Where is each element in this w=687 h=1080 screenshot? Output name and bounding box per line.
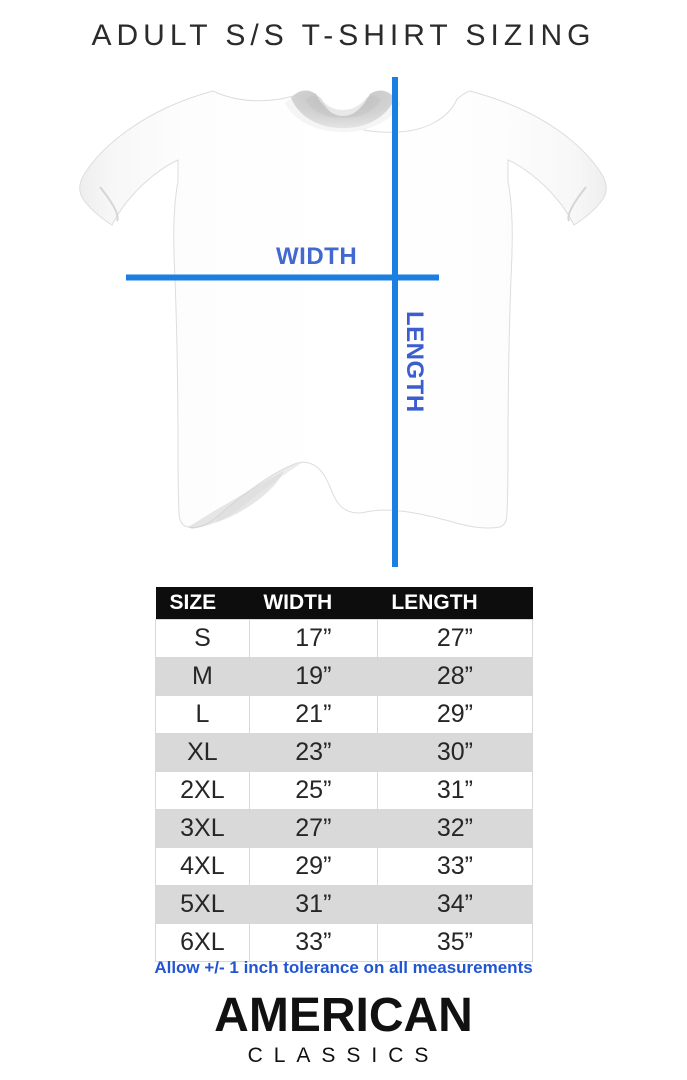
svg-text:LENGTH: LENGTH — [401, 311, 428, 413]
svg-text:WIDTH: WIDTH — [276, 243, 357, 270]
